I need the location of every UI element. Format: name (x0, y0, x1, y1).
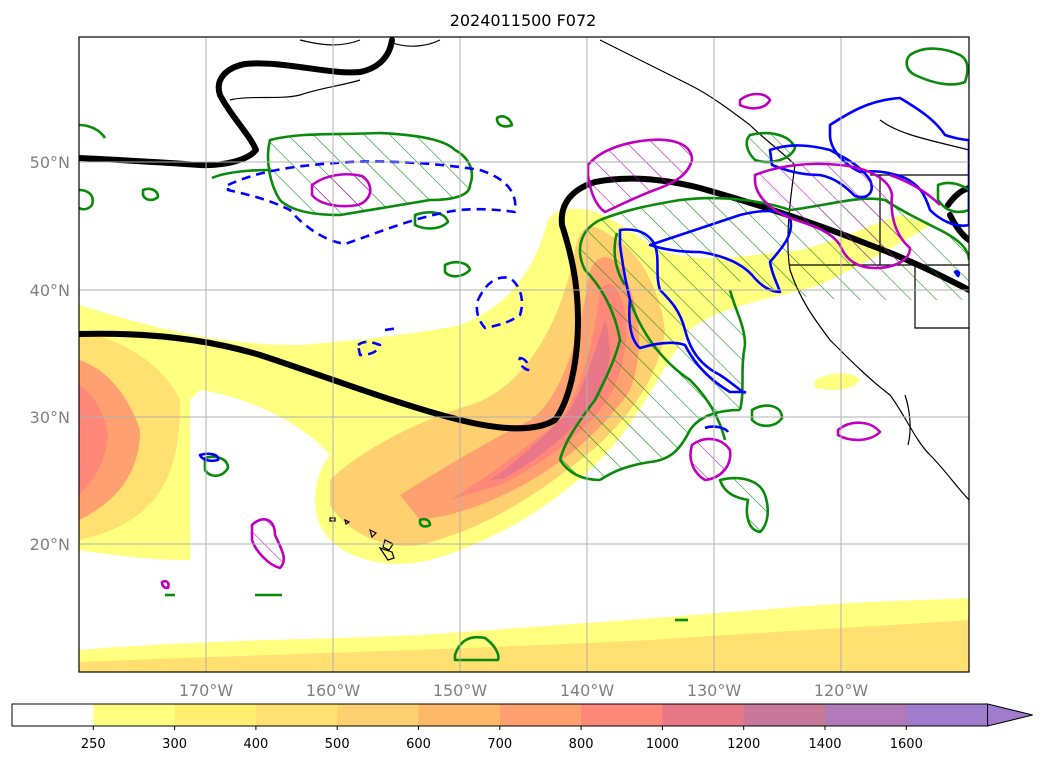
longitude-labels: 170°W 160°W 150°W 140°W 130°W 120°W (179, 681, 869, 700)
gridlines (79, 37, 969, 672)
colorbar-segment (581, 704, 663, 726)
colorbar-segment (174, 704, 257, 726)
colorbar-tick-label: 400 (243, 737, 268, 752)
lat-label: 50°N (30, 153, 70, 172)
colorbar-tick-label: 300 (162, 737, 187, 752)
map-panel: 50°N 40°N 30°N 20°N 170°W 160°W 150°W 14… (30, 36, 970, 700)
lat-label: 20°N (30, 535, 70, 554)
lon-label: 150°W (433, 681, 488, 700)
colorbar-segment (825, 704, 907, 726)
colorbar-segment (418, 704, 501, 726)
colorbar-tick-label: 250 (81, 737, 106, 752)
colorbar-extend-arrow (987, 703, 1033, 727)
colorbar-segment (93, 704, 176, 726)
latitude-labels: 50°N 40°N 30°N 20°N (30, 153, 70, 554)
colorbar-segment (255, 704, 338, 726)
lat-label: 30°N (30, 408, 70, 427)
lon-label: 140°W (560, 681, 615, 700)
lon-label: 170°W (179, 681, 234, 700)
colorbar-segment (743, 704, 826, 726)
colorbar-segment (499, 704, 582, 726)
colorbar-tick-label: 700 (487, 737, 512, 752)
magenta-contours (160, 92, 941, 590)
colorbar-tick-label: 500 (325, 737, 350, 752)
lon-label: 160°W (306, 681, 361, 700)
colorbar-segment (906, 704, 989, 726)
colorbar-segment (12, 704, 94, 726)
map-title: 2024011500 F072 (450, 11, 597, 30)
lon-label: 120°W (814, 681, 869, 700)
colorbar-tick-label: 1400 (808, 737, 841, 752)
colorbar-tick-label: 800 (569, 737, 594, 752)
colorbar-tick-label: 600 (406, 737, 431, 752)
colorbar-segment (662, 704, 745, 726)
colorbar-tick-label: 1000 (646, 737, 679, 752)
colorbar-segment (337, 704, 419, 726)
colorbar: 250 300 400 500 600 700 800 1000 1200 1400 1600 (11, 703, 1033, 752)
lon-label: 130°W (687, 681, 742, 700)
colorbar-tick-label: 1200 (727, 737, 760, 752)
lat-label: 40°N (30, 281, 70, 300)
colorbar-tick-label: 1600 (890, 737, 923, 752)
